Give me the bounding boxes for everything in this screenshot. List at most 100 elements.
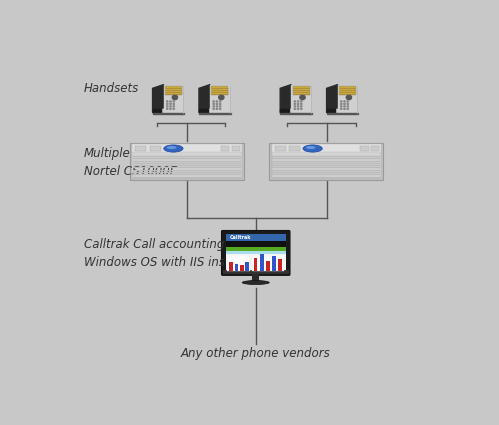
Circle shape <box>294 103 295 105</box>
Circle shape <box>301 106 302 107</box>
Polygon shape <box>280 85 291 113</box>
Circle shape <box>344 103 345 105</box>
FancyBboxPatch shape <box>339 86 356 95</box>
Bar <box>252 275 259 283</box>
FancyBboxPatch shape <box>272 176 380 178</box>
Bar <box>229 261 233 271</box>
FancyBboxPatch shape <box>132 144 242 178</box>
Circle shape <box>347 101 348 102</box>
FancyBboxPatch shape <box>212 86 229 95</box>
Circle shape <box>173 108 174 109</box>
Circle shape <box>294 106 295 107</box>
Bar <box>235 264 238 271</box>
Circle shape <box>341 108 342 109</box>
Polygon shape <box>199 110 208 113</box>
FancyBboxPatch shape <box>226 246 286 251</box>
Circle shape <box>347 108 348 109</box>
Bar <box>266 261 270 271</box>
FancyBboxPatch shape <box>133 172 241 173</box>
Circle shape <box>167 101 168 102</box>
FancyBboxPatch shape <box>221 146 230 151</box>
Circle shape <box>216 108 218 109</box>
Circle shape <box>220 103 221 105</box>
Circle shape <box>213 106 215 107</box>
Bar <box>272 256 276 271</box>
FancyBboxPatch shape <box>133 165 241 166</box>
Circle shape <box>216 106 218 107</box>
Circle shape <box>341 101 342 102</box>
Text: Multiple
Nortel CS1000E: Multiple Nortel CS1000E <box>84 147 177 178</box>
FancyBboxPatch shape <box>232 146 241 151</box>
Circle shape <box>170 101 171 102</box>
FancyBboxPatch shape <box>371 146 379 151</box>
FancyBboxPatch shape <box>272 163 380 164</box>
Circle shape <box>347 106 348 107</box>
Polygon shape <box>291 85 311 113</box>
Text: Handsets: Handsets <box>84 82 139 95</box>
Circle shape <box>347 103 348 105</box>
Circle shape <box>297 101 299 102</box>
FancyBboxPatch shape <box>360 146 369 151</box>
Polygon shape <box>338 85 357 113</box>
Circle shape <box>300 95 305 99</box>
Circle shape <box>341 106 342 107</box>
Ellipse shape <box>242 280 269 284</box>
FancyBboxPatch shape <box>133 158 241 159</box>
FancyBboxPatch shape <box>135 146 146 151</box>
FancyBboxPatch shape <box>133 163 241 164</box>
Circle shape <box>167 106 168 107</box>
Circle shape <box>297 106 299 107</box>
Circle shape <box>173 103 174 105</box>
Circle shape <box>173 101 174 102</box>
Circle shape <box>173 106 174 107</box>
Text: Any other phone vendors: Any other phone vendors <box>181 347 331 360</box>
FancyBboxPatch shape <box>165 86 182 95</box>
Polygon shape <box>326 113 358 114</box>
FancyBboxPatch shape <box>60 49 451 380</box>
Circle shape <box>167 108 168 109</box>
Circle shape <box>341 103 342 105</box>
Circle shape <box>301 108 302 109</box>
Circle shape <box>216 101 218 102</box>
Circle shape <box>294 101 295 102</box>
FancyBboxPatch shape <box>272 170 380 171</box>
FancyBboxPatch shape <box>226 234 286 272</box>
FancyBboxPatch shape <box>271 144 381 153</box>
Polygon shape <box>280 113 312 114</box>
FancyBboxPatch shape <box>133 156 241 157</box>
Polygon shape <box>326 110 335 113</box>
FancyBboxPatch shape <box>272 156 380 157</box>
FancyBboxPatch shape <box>222 230 290 275</box>
FancyBboxPatch shape <box>132 144 242 153</box>
FancyBboxPatch shape <box>226 241 286 246</box>
FancyBboxPatch shape <box>272 174 380 176</box>
Polygon shape <box>210 85 230 113</box>
Polygon shape <box>153 113 184 114</box>
Circle shape <box>344 106 345 107</box>
FancyBboxPatch shape <box>272 167 380 168</box>
Circle shape <box>172 95 178 99</box>
Ellipse shape <box>303 145 322 152</box>
Circle shape <box>220 108 221 109</box>
FancyBboxPatch shape <box>130 143 244 180</box>
Bar <box>240 265 244 271</box>
FancyBboxPatch shape <box>272 161 380 162</box>
Circle shape <box>213 103 215 105</box>
FancyBboxPatch shape <box>289 146 300 151</box>
Polygon shape <box>199 113 231 114</box>
Polygon shape <box>326 85 338 113</box>
FancyBboxPatch shape <box>251 255 284 271</box>
FancyBboxPatch shape <box>269 143 383 180</box>
Circle shape <box>297 103 299 105</box>
Ellipse shape <box>306 146 315 149</box>
Bar <box>253 258 257 271</box>
Polygon shape <box>164 85 184 113</box>
Polygon shape <box>153 85 164 113</box>
Polygon shape <box>280 110 289 113</box>
FancyBboxPatch shape <box>133 174 241 176</box>
Circle shape <box>294 108 295 109</box>
Circle shape <box>301 101 302 102</box>
Circle shape <box>220 101 221 102</box>
Circle shape <box>297 108 299 109</box>
FancyBboxPatch shape <box>226 251 286 255</box>
